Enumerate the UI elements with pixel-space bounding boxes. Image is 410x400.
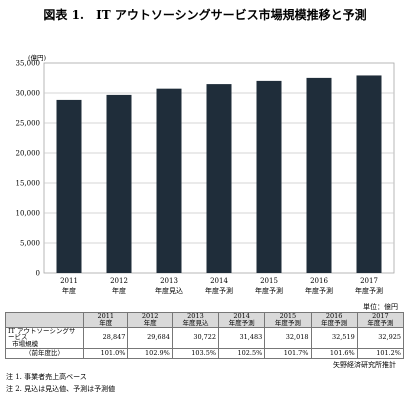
bar bbox=[206, 84, 232, 274]
y-tick-label: 10,000 bbox=[16, 210, 41, 218]
y-tick-label: 30,000 bbox=[16, 90, 41, 98]
x-tick-label: 2014 bbox=[210, 277, 228, 285]
table-cell: 101.0% bbox=[82, 348, 129, 360]
footnote-1: 注 1. 事業者売上高ベース bbox=[6, 373, 87, 381]
chart-title: 図表 1. IT アウトソーシングサービス市場規模推移と予測 bbox=[43, 8, 367, 22]
table-cell: 102.5% bbox=[218, 348, 266, 360]
table-cell: 31,483 bbox=[218, 326, 266, 350]
table-cell: 30,722 bbox=[171, 326, 220, 350]
table-header: 2015 年度予測 bbox=[264, 312, 312, 328]
y-tick-label: 0 bbox=[36, 270, 40, 278]
table-corner bbox=[5, 312, 84, 328]
table-row-market-size: IT アウトソーシングサービス 市場規模 28,847 29,684 30,72… bbox=[5, 326, 405, 350]
bar bbox=[306, 77, 332, 273]
y-tick-label: 20,000 bbox=[16, 150, 41, 158]
table-cell: 101.7% bbox=[264, 348, 312, 360]
data-table: 2011 年度 2012 年度 2013 年度見込 2014 年度予測 2015 年度予測… bbox=[5, 312, 405, 360]
y-axis-unit: (億円) bbox=[28, 54, 47, 62]
x-tick-sublabel: 年度予測 bbox=[355, 286, 383, 295]
table-header: 2016 年度予測 bbox=[310, 312, 358, 328]
bar bbox=[256, 80, 282, 273]
bar bbox=[106, 94, 132, 274]
x-tick-sublabel: 年度 bbox=[112, 286, 126, 295]
table-header: 2012 年度 bbox=[127, 312, 173, 328]
table-cell: 101.2% bbox=[356, 348, 405, 360]
row-label-growth: （前年度比） bbox=[5, 348, 84, 360]
y-tick-label: 5,000 bbox=[20, 240, 40, 248]
x-tick-label: 2013 bbox=[160, 277, 178, 285]
x-tick-label: 2016 bbox=[310, 277, 328, 285]
x-tick-label: 2015 bbox=[260, 277, 278, 285]
footnote-2: 注 2. 見込は見込値、予測は予測値 bbox=[6, 385, 116, 393]
x-tick-sublabel: 年度予測 bbox=[305, 286, 333, 295]
table-cell: 28,847 bbox=[82, 326, 129, 350]
bar bbox=[156, 88, 182, 273]
table-header: 2011 年度 bbox=[82, 312, 129, 328]
table-row-growth: （前年度比） 101.0% 102.9% 103.5% 102.5% 101.7… bbox=[5, 348, 405, 360]
table-header: 2013 年度見込 bbox=[171, 312, 220, 328]
x-tick-sublabel: 年度予測 bbox=[205, 286, 233, 295]
table-header: 2014 年度予測 bbox=[218, 312, 266, 328]
table-cell: 29,684 bbox=[127, 326, 173, 350]
x-tick-label: 2012 bbox=[110, 277, 128, 285]
bar bbox=[356, 75, 382, 273]
source-note: 矢野経済研究所推計 bbox=[333, 361, 396, 369]
x-tick-sublabel: 年度予測 bbox=[255, 286, 283, 295]
y-tick-label: 15,000 bbox=[16, 180, 41, 188]
table-cell: 103.5% bbox=[171, 348, 220, 360]
table-header: 2017 年度予測 bbox=[356, 312, 405, 328]
x-tick-label: 2017 bbox=[360, 277, 378, 285]
x-tick-sublabel: 年度 bbox=[62, 286, 76, 295]
table-cell: 102.9% bbox=[127, 348, 173, 360]
row-label-market-size: IT アウトソーシングサービス 市場規模 bbox=[5, 326, 84, 350]
table-unit: 単位：億円 bbox=[363, 303, 398, 311]
bar bbox=[56, 99, 82, 273]
table-header-row: 2011 年度 2012 年度 2013 年度見込 2014 年度予測 2015 年度予測… bbox=[5, 312, 405, 328]
table-cell: 32,018 bbox=[264, 326, 312, 350]
x-tick-label: 2011 bbox=[60, 277, 78, 285]
x-tick-sublabel: 年度見込 bbox=[155, 286, 183, 295]
table-cell: 32,519 bbox=[310, 326, 358, 350]
y-tick-label: 25,000 bbox=[16, 120, 41, 128]
table-cell: 32,925 bbox=[356, 326, 405, 350]
bar-chart: 0 5,000 10,000 15,000 20,000 25,000 30,000 35,0… bbox=[16, 60, 395, 295]
y-tick-label: 35,000 bbox=[16, 60, 41, 68]
table-cell: 101.6% bbox=[310, 348, 358, 360]
